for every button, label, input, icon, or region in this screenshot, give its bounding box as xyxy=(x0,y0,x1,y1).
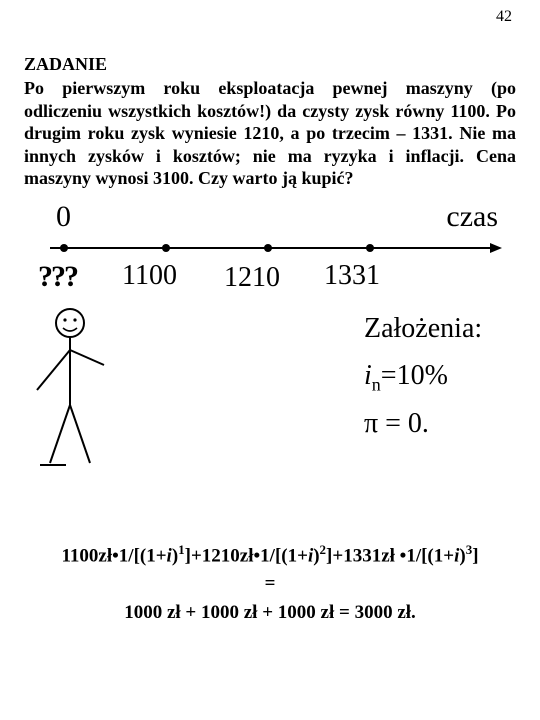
unknown-amount: ??? xyxy=(38,260,77,294)
rate-sym: i xyxy=(364,360,372,391)
formula-line1: 1100zł•1/[(1+i)1]+1210zł•1/[(1+i)2]+1331… xyxy=(24,540,516,571)
heading: ZADANIE xyxy=(24,54,516,75)
formula-line3: 1000 zł + 1000 zł + 1000 zł = 3000 zł. xyxy=(24,599,516,628)
f1-p12: ] xyxy=(472,545,478,566)
formula: 1100zł•1/[(1+i)1]+1210zł•1/[(1+i)2]+1331… xyxy=(24,540,516,628)
timeline-end-label: czas xyxy=(446,200,498,234)
assumption-rate: in=10% xyxy=(364,352,482,400)
stickman-icon xyxy=(32,305,112,475)
timeline-value-3: 1331 xyxy=(324,260,380,292)
assumptions-title: Założenia: xyxy=(364,305,482,353)
rate-val: =10% xyxy=(381,360,448,391)
body-text: Po pierwszym roku eksploatacja pewnej ma… xyxy=(24,77,516,190)
rate-sub: n xyxy=(372,375,381,395)
f1-p0: 1100zł•1/[(1+ xyxy=(61,545,166,566)
timeline-svg xyxy=(50,240,510,264)
timeline-start-label: 0 xyxy=(56,200,71,234)
formula-line2: = xyxy=(24,570,516,599)
assumptions: Założenia: in=10% π = 0. xyxy=(364,305,482,448)
f1-p8: ]+1331zł •1/[(1+ xyxy=(326,545,454,566)
timeline-value-1: 1100 xyxy=(122,260,177,292)
timeline-value-2: 1210 xyxy=(224,262,280,294)
diagram: 0 czas ??? 1100 1210 1331 Założe xyxy=(24,200,516,500)
assumption-pi: π = 0. xyxy=(364,400,482,448)
f1-p4: ]+1210zł•1/[(1+ xyxy=(185,545,308,566)
content: ZADANIE Po pierwszym roku eksploatacja p… xyxy=(0,0,540,627)
page-number: 42 xyxy=(496,8,512,26)
